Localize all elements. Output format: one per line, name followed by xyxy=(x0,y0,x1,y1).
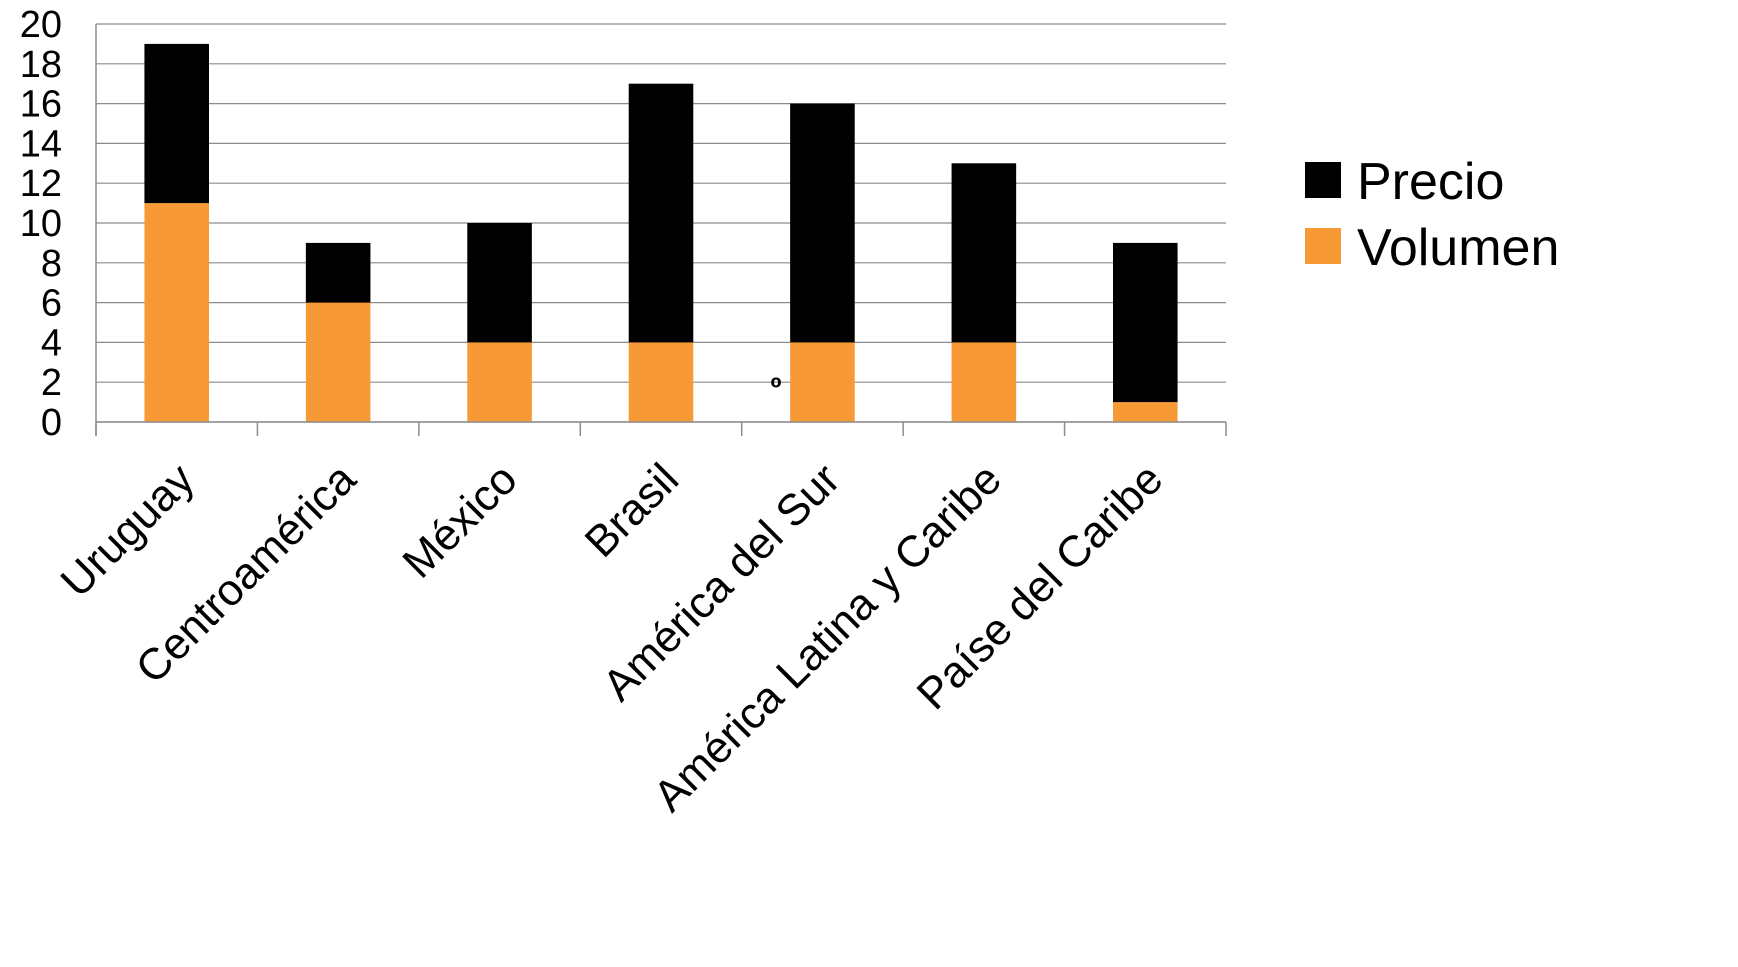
annotations: º xyxy=(771,372,782,405)
y-tick-label: 12 xyxy=(20,163,62,205)
y-tick-label: 8 xyxy=(41,243,62,285)
bar-precio-3 xyxy=(628,83,694,343)
y-tick-label: 18 xyxy=(20,44,62,86)
y-tick-label: 16 xyxy=(20,84,62,126)
y-tick-label: 4 xyxy=(41,322,62,364)
legend-label-precio: Precio xyxy=(1357,153,1504,211)
annotation-mark: º xyxy=(771,372,782,405)
bar-volumen-6 xyxy=(1113,402,1178,422)
bar-precio-4 xyxy=(790,103,855,343)
bar-volumen-5 xyxy=(951,342,1017,422)
bar-precio-0 xyxy=(144,43,209,204)
x-category-label: Uruguay xyxy=(52,454,204,606)
bar-volumen-4 xyxy=(790,342,855,422)
y-tick-label: 0 xyxy=(41,402,62,444)
y-tick-label: 20 xyxy=(20,4,62,46)
legend-swatch-precio xyxy=(1305,162,1341,198)
y-tick-label: 2 xyxy=(41,362,62,404)
y-tick-label: 6 xyxy=(41,283,62,325)
bar-precio-1 xyxy=(305,242,371,303)
bar-volumen-1 xyxy=(305,302,371,422)
bar-precio-5 xyxy=(951,163,1017,343)
bar-volumen-3 xyxy=(628,342,694,422)
x-category-label: Brasil xyxy=(576,454,688,566)
axes xyxy=(95,24,1227,436)
y-tick-label: 10 xyxy=(20,203,62,245)
legend-label-volumen: Volumen xyxy=(1357,219,1559,277)
bar-volumen-0 xyxy=(144,203,209,422)
bar-volumen-2 xyxy=(467,342,532,422)
y-tick-label: 14 xyxy=(20,123,62,165)
legend-swatch-volumen xyxy=(1305,228,1341,264)
bars xyxy=(144,43,1178,422)
bar-precio-2 xyxy=(467,223,532,343)
bar-precio-6 xyxy=(1113,242,1178,403)
legend: Precio Volumen xyxy=(1305,153,1559,277)
x-category-label: México xyxy=(393,454,526,587)
